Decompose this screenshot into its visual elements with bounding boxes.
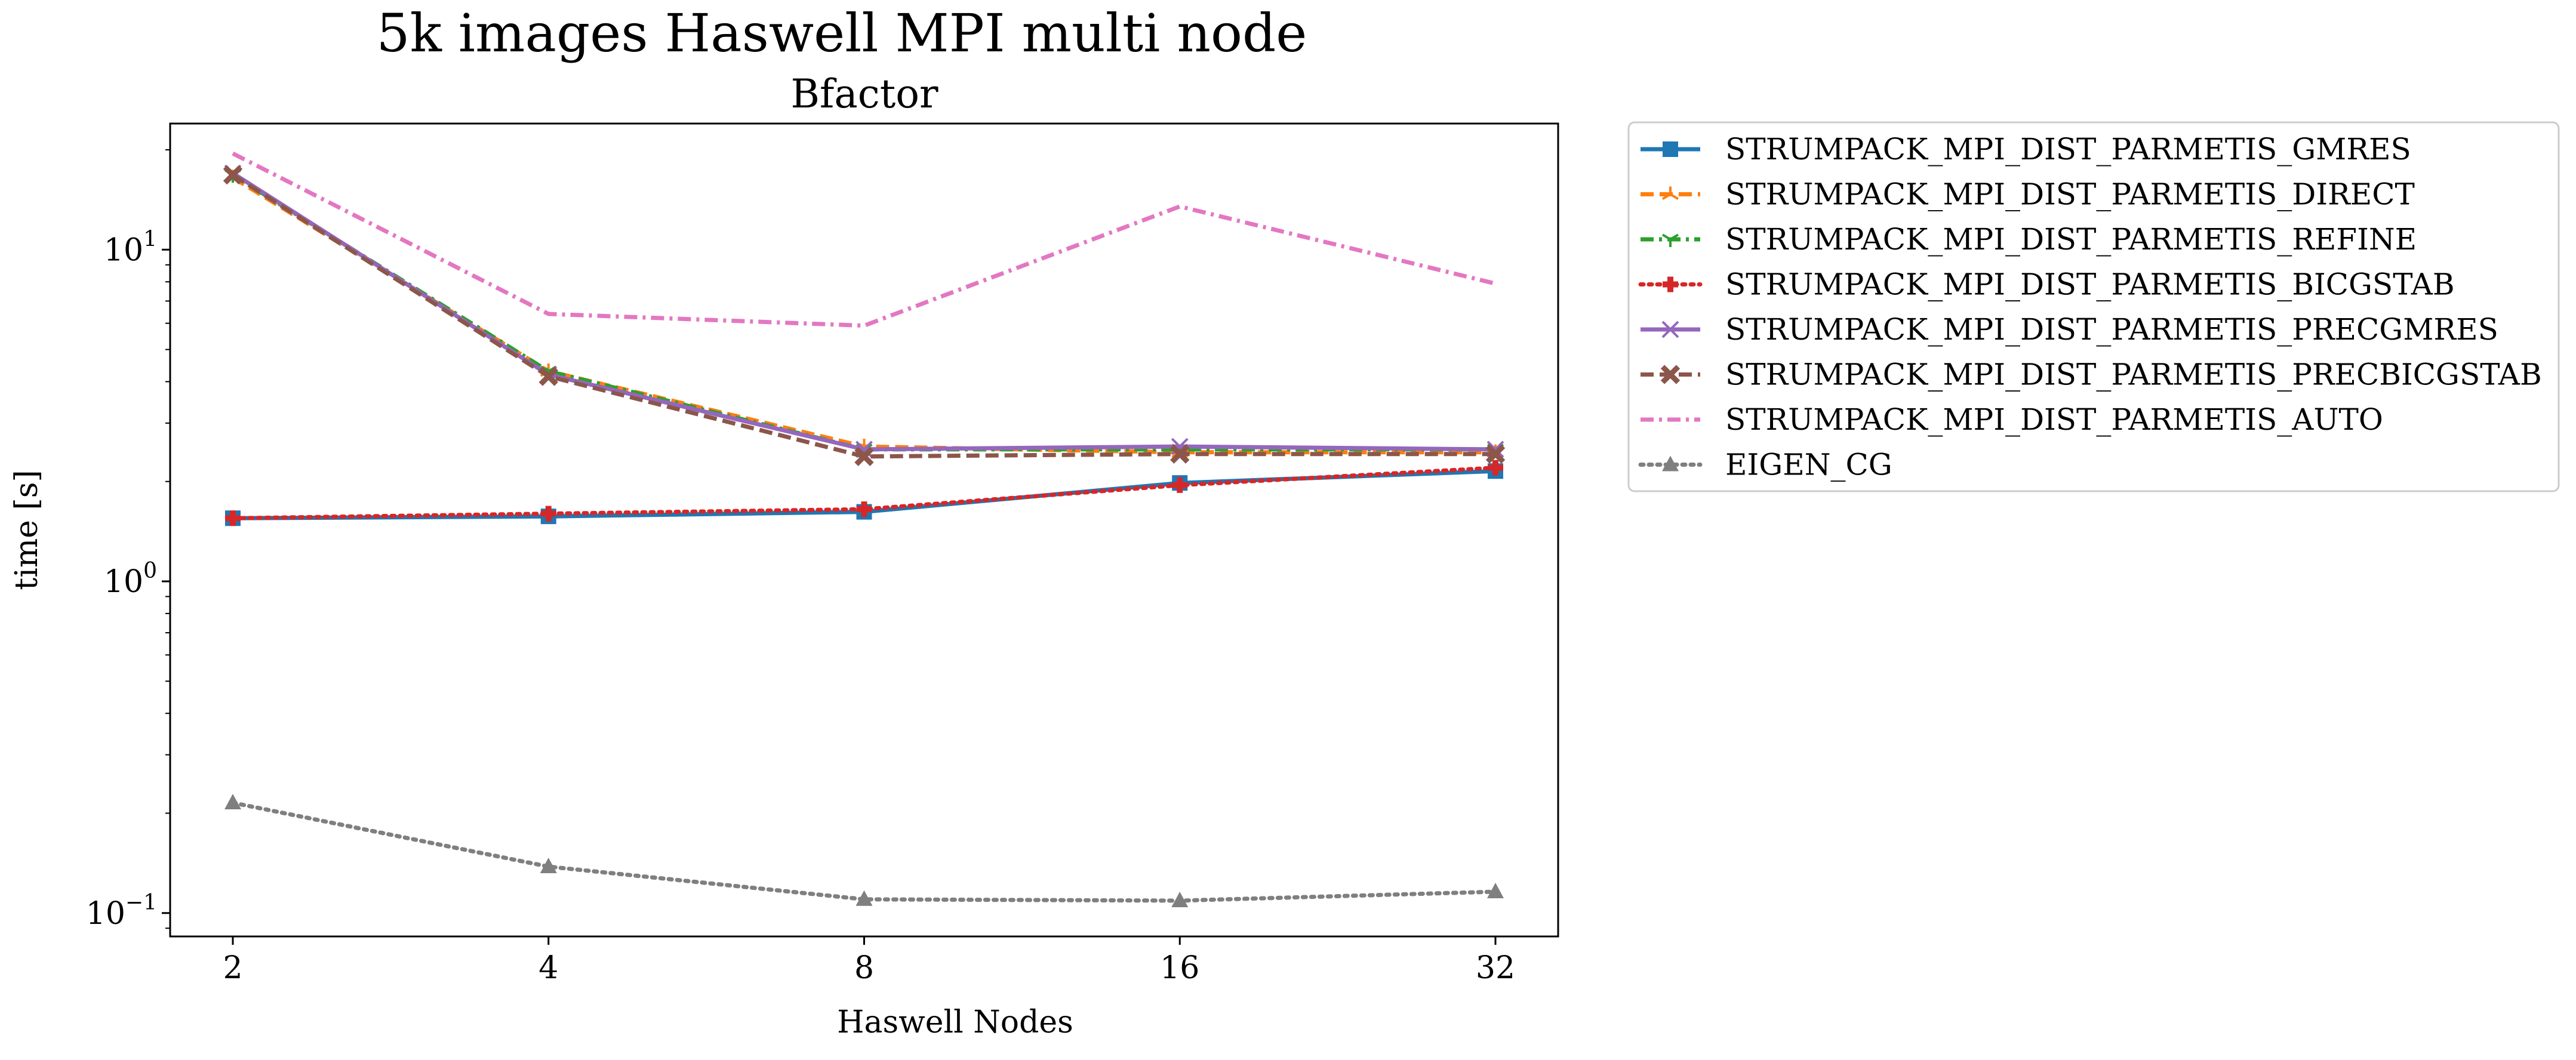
x-tick-label: 32: [1476, 950, 1515, 986]
legend-marker: [1661, 233, 1679, 247]
series-line-2: [232, 175, 1495, 455]
chart-title: 5k images Haswell MPI multi node: [377, 2, 1307, 64]
series-line-8: [230, 800, 1498, 903]
legend-label: STRUMPACK_MPI_DIST_PARMETIS_DIRECT: [1725, 177, 2415, 212]
chart-subtitle: Bfactor: [790, 71, 938, 117]
series-line-5: [232, 171, 1496, 452]
plot-frame: [169, 122, 1559, 938]
series-6-point-5: [1485, 444, 1506, 464]
series-8-point-1: [224, 794, 241, 810]
legend-item: STRUMPACK_MPI_DIST_PARMETIS_AUTO: [1641, 402, 2383, 437]
series-6-point-1: [223, 165, 243, 185]
series-4-point-1: [225, 510, 241, 526]
legend: STRUMPACK_MPI_DIST_PARMETIS_GMRES STRUMPA…: [1627, 121, 2560, 492]
legend-item: STRUMPACK_MPI_DIST_PARMETIS_PRECGMRES: [1641, 312, 2498, 347]
x-axis-label: Haswell Nodes: [837, 1004, 1073, 1040]
legend-item: STRUMPACK_MPI_DIST_PARMETIS_REFINE: [1641, 222, 2417, 257]
x-tick-label: 4: [538, 950, 558, 986]
legend-marker: [1663, 276, 1678, 292]
series-6-point-3: [854, 446, 874, 466]
plot-area: [223, 151, 1506, 907]
legend-item: STRUMPACK_MPI_DIST_PARMETIS_DIRECT: [1641, 177, 2415, 212]
legend-label: STRUMPACK_MPI_DIST_PARMETIS_PRECBICGSTAB: [1725, 358, 2542, 392]
legend-item: STRUMPACK_MPI_DIST_PARMETIS_BICGSTAB: [1638, 267, 2455, 302]
legend-marker: [1661, 186, 1679, 201]
legend-label: STRUMPACK_MPI_DIST_PARMETIS_GMRES: [1725, 132, 2411, 167]
series-4-point-3: [856, 501, 872, 517]
legend-label: STRUMPACK_MPI_DIST_PARMETIS_BICGSTAB: [1725, 267, 2455, 302]
legend-item: EIGEN_CG: [1638, 448, 1892, 482]
series-8-point-4: [1171, 891, 1189, 907]
series-6-point-2: [538, 366, 558, 386]
legend-item: STRUMPACK_MPI_DIST_PARMETIS_GMRES: [1641, 132, 2411, 167]
legend-label: EIGEN_CG: [1725, 448, 1892, 482]
legend-label: STRUMPACK_MPI_DIST_PARMETIS_AUTO: [1725, 402, 2383, 437]
y-axis: 10−1 100 101: [86, 149, 170, 932]
series-line-7: [232, 151, 1496, 328]
series-8-point-2: [540, 858, 557, 874]
series-4-point-4: [1172, 477, 1188, 493]
legend-marker: [1661, 321, 1679, 338]
legend-marker: [1663, 141, 1678, 157]
series-4-point-5: [1488, 460, 1503, 476]
series-6-point-4: [1170, 444, 1190, 464]
x-tick-label: 8: [854, 950, 874, 986]
y-axis-label: time [s]: [9, 470, 45, 590]
legend-frame: [1627, 121, 2560, 492]
y-tick-label: 100: [104, 559, 157, 600]
series-line-6: [232, 173, 1495, 459]
series-8-point-3: [855, 890, 873, 906]
y-tick-label: 10−1: [86, 890, 157, 932]
series-line-3: [232, 173, 1495, 452]
y-tick-label: 101: [104, 227, 157, 268]
legend-marker: [1660, 365, 1681, 384]
x-axis: 2 4 8 16 32: [223, 936, 1515, 986]
series-4-point-2: [540, 506, 556, 522]
series-8-point-5: [1487, 882, 1504, 898]
x-tick-label: 2: [223, 950, 242, 986]
legend-label: STRUMPACK_MPI_DIST_PARMETIS_REFINE: [1725, 222, 2417, 257]
legend-item: STRUMPACK_MPI_DIST_PARMETIS_PRECBICGSTAB: [1641, 358, 2542, 392]
legend-label: STRUMPACK_MPI_DIST_PARMETIS_PRECGMRES: [1725, 312, 2498, 347]
x-tick-label: 16: [1160, 950, 1199, 986]
legend-marker: [1662, 455, 1679, 472]
